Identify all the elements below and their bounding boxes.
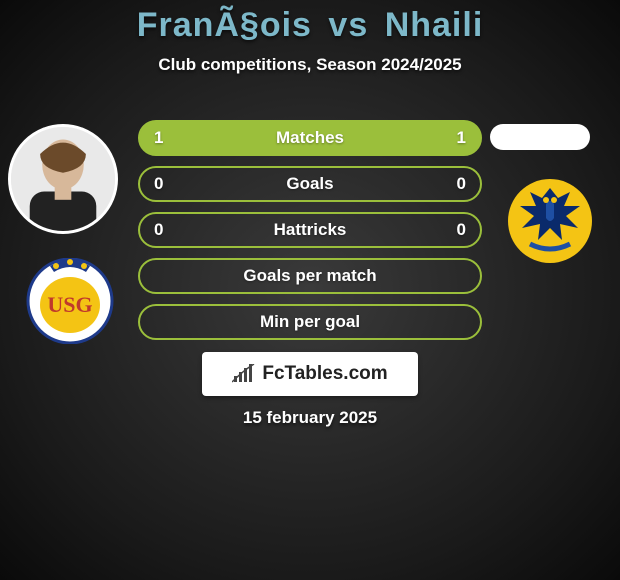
player2-club-badge [500,178,600,264]
comparison-card: FranÃ§ois vs Nhaili Club competitions, S… [0,0,620,580]
chart-icon [232,364,256,384]
stat-row: Min per goal [138,304,482,340]
player1-club-badge: USG [18,258,122,344]
subtitle: Club competitions, Season 2024/2025 [0,55,620,75]
stat-left-value: 0 [154,174,163,194]
stat-left-value: 0 [154,220,163,240]
branding-bar[interactable]: FcTables.com [202,352,418,396]
stat-label: Min per goal [260,312,360,332]
player2-name: Nhaili [385,6,484,44]
stat-right-value: 0 [457,220,466,240]
stat-row: Goals per match [138,258,482,294]
club-left-crest-icon: USG [18,258,122,344]
stat-label: Hattricks [274,220,347,240]
stat-left-value: 1 [154,128,163,148]
stat-label: Matches [276,128,344,148]
stat-right-value: 0 [457,174,466,194]
stat-row: 0 Goals 0 [138,166,482,202]
branding-text: FcTables.com [262,363,387,385]
stat-row: 1 Matches 1 [138,120,482,156]
page-title: FranÃ§ois vs Nhaili [0,0,620,45]
stats-list: 1 Matches 1 0 Goals 0 0 Hattricks 0 Goals per mat… [138,120,482,350]
stat-label: Goals per match [243,266,376,286]
comparison-date: 15 february 2025 [0,408,620,428]
stat-label: Goals [286,174,333,194]
club-left-letters: USG [47,292,92,317]
stat-row: 0 Hattricks 0 [138,212,482,248]
player1-avatar [8,124,118,234]
player2-avatar-placeholder [490,124,590,150]
avatar-placeholder-icon [11,127,115,231]
vs-text: vs [328,6,368,44]
club-right-crest-icon [500,178,600,264]
stat-right-value: 1 [457,128,466,148]
player1-name: FranÃ§ois [137,6,312,44]
